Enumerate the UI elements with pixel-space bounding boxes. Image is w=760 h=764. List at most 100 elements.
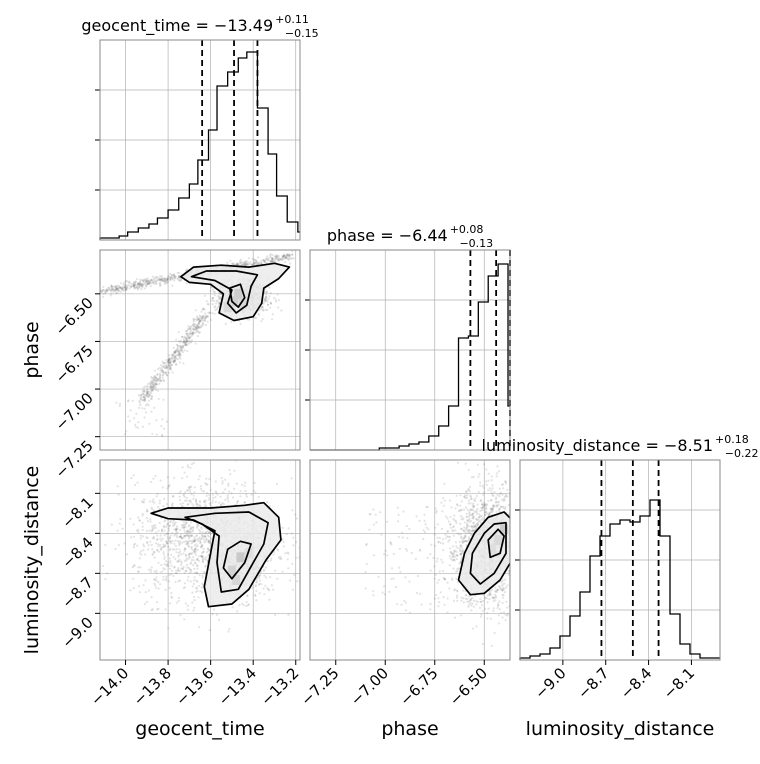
sample-point (182, 342, 184, 344)
sample-point (147, 548, 149, 550)
sample-point (155, 377, 157, 379)
sample-point (195, 591, 197, 593)
sample-point (271, 318, 273, 320)
sample-point (251, 494, 253, 496)
sample-point (133, 287, 135, 289)
sample-point (190, 341, 192, 343)
sample-point (158, 398, 160, 400)
sample-point (274, 570, 276, 572)
sample-point (160, 369, 162, 371)
sample-point (495, 511, 497, 513)
sample-point (511, 518, 513, 520)
sample-point (266, 291, 268, 293)
sample-point (501, 484, 503, 486)
sample-point (470, 534, 472, 536)
sample-point (515, 597, 517, 599)
sample-point (151, 379, 153, 381)
sample-point (201, 575, 203, 577)
sample-point (199, 475, 201, 477)
sample-point (188, 487, 190, 489)
sample-point (295, 557, 297, 559)
sample-point (120, 282, 122, 284)
sample-point (199, 315, 201, 317)
sample-point (141, 407, 143, 409)
sample-point (144, 603, 146, 605)
sample-point (214, 496, 216, 498)
sample-point (188, 340, 190, 342)
sample-point (498, 622, 500, 624)
sample-point (187, 609, 189, 611)
sample-point (145, 591, 147, 593)
sample-point (502, 494, 504, 496)
sample-point (215, 492, 217, 494)
sample-point (182, 502, 184, 504)
sample-point (244, 485, 246, 487)
sample-point (218, 619, 220, 621)
sample-point (511, 495, 513, 497)
sample-point (186, 533, 188, 535)
sample-point (503, 611, 505, 613)
sample-point (108, 287, 110, 289)
sample-point (155, 527, 157, 529)
sample-point (514, 537, 516, 539)
sample-point (124, 433, 126, 435)
sample-point (151, 508, 153, 510)
sample-point (295, 541, 297, 543)
sample-point (159, 500, 161, 502)
sample-point (170, 554, 172, 556)
sample-point (160, 571, 162, 573)
sample-point (517, 594, 519, 596)
sample-point (304, 563, 306, 565)
sample-point (517, 584, 519, 586)
sample-point (187, 343, 189, 345)
sample-point (190, 580, 192, 582)
sample-point (515, 602, 517, 604)
sample-point (535, 537, 537, 539)
sample-point (473, 600, 475, 602)
sample-point (136, 285, 138, 287)
sample-point (478, 473, 480, 475)
sample-point (264, 300, 266, 302)
sample-point (111, 524, 113, 526)
sample-point (189, 489, 191, 491)
sample-point (157, 562, 159, 564)
sample-point (207, 321, 209, 323)
sample-point (144, 579, 146, 581)
sample-point (143, 416, 145, 418)
sample-point (511, 532, 513, 534)
sample-point (207, 548, 209, 550)
sample-point (275, 299, 277, 301)
sample-point (202, 576, 204, 578)
sample-point (277, 306, 279, 308)
sample-point (180, 350, 182, 352)
sample-point (155, 531, 157, 533)
sample-point (457, 462, 459, 464)
sample-point (161, 530, 163, 532)
sample-point (178, 353, 180, 355)
sample-point (159, 502, 161, 504)
sample-point (145, 536, 147, 538)
sample-point (152, 276, 154, 278)
sample-point (516, 497, 518, 499)
sample-point (187, 466, 189, 468)
sample-point (287, 558, 289, 560)
sample-point (265, 566, 267, 568)
sample-point (190, 501, 192, 503)
sample-point (155, 587, 157, 589)
sample-point (263, 575, 265, 577)
sample-point (521, 539, 523, 541)
sample-point (275, 301, 277, 303)
sample-point (526, 544, 528, 546)
sample-point (513, 525, 515, 527)
sample-point (168, 574, 170, 576)
sample-point (502, 487, 504, 489)
sample-point (210, 489, 212, 491)
sample-point (152, 537, 154, 539)
sample-point (115, 292, 117, 294)
sample-point (518, 596, 520, 598)
sample-point (232, 496, 234, 498)
sample-point (136, 545, 138, 547)
sample-point (203, 315, 205, 317)
sample-point (159, 375, 161, 377)
sample-point (205, 531, 207, 533)
